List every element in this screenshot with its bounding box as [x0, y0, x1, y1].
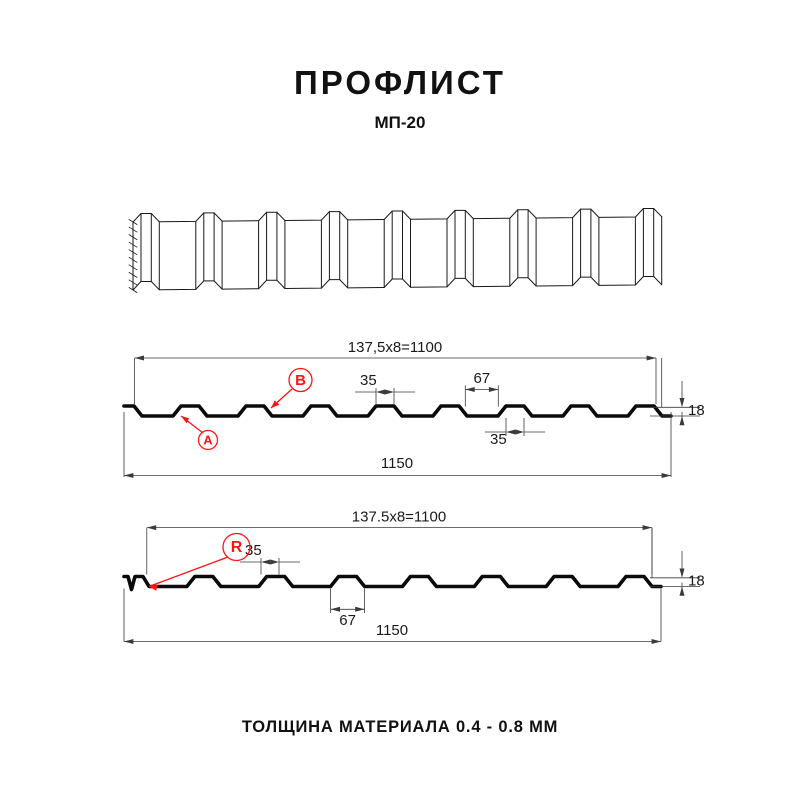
svg-text:1150: 1150 — [376, 622, 408, 639]
svg-text:R: R — [231, 539, 243, 556]
svg-text:A: A — [203, 433, 213, 448]
svg-text:1150: 1150 — [381, 455, 413, 472]
svg-text:35: 35 — [490, 431, 507, 448]
svg-text:B: B — [295, 372, 306, 389]
svg-text:18: 18 — [688, 573, 705, 590]
svg-text:137.5x8=1100: 137.5x8=1100 — [352, 509, 446, 526]
svg-text:67: 67 — [473, 370, 490, 387]
svg-text:18: 18 — [688, 402, 705, 419]
svg-text:35: 35 — [245, 542, 262, 559]
svg-text:67: 67 — [339, 612, 356, 629]
svg-text:35: 35 — [360, 372, 377, 389]
svg-text:137,5x8=1100: 137,5x8=1100 — [348, 339, 442, 356]
